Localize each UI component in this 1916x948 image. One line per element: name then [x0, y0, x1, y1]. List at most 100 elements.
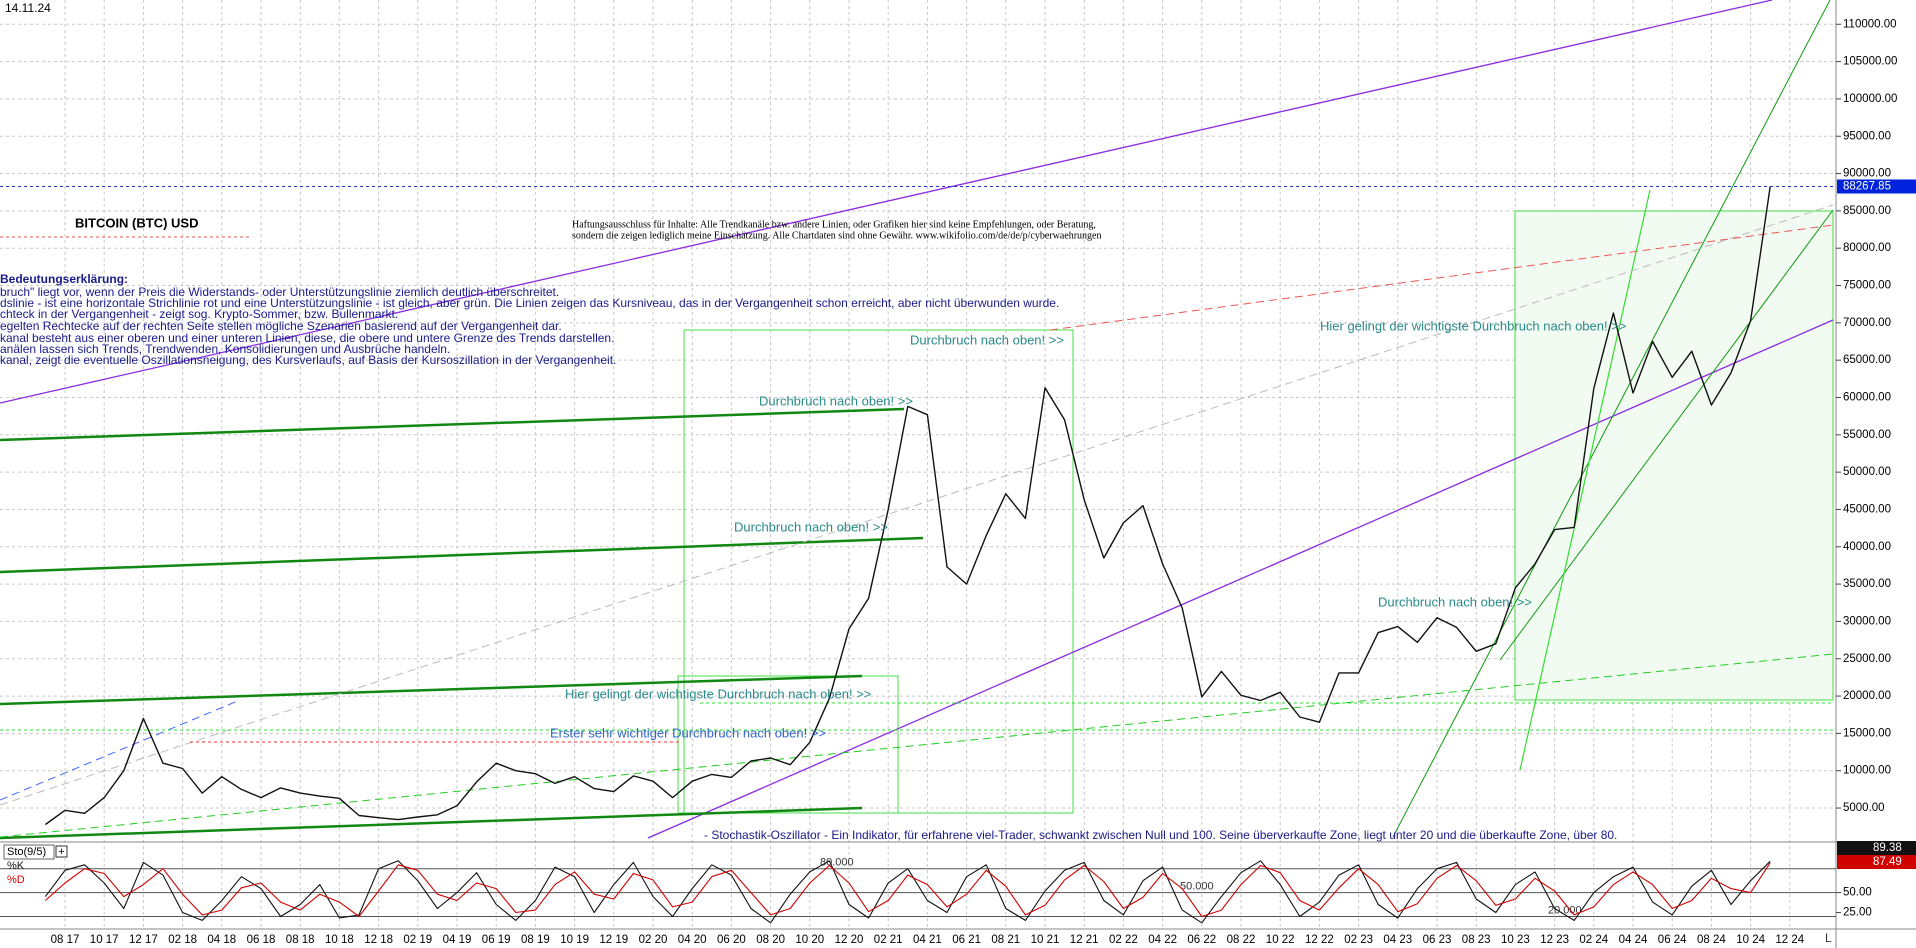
- trend-line: [1392, 0, 1831, 838]
- annotation: bruch" liegt vor, wenn der Preis die Wid…: [0, 285, 559, 299]
- last-value-label: 87.49: [1873, 856, 1902, 868]
- y-tick-label: 10000.00: [1843, 765, 1891, 777]
- trend-line: [647, 319, 1834, 839]
- x-tick-label: 02 22: [1109, 934, 1138, 946]
- annotation: egelten Rechtecke auf der rechten Seite …: [0, 319, 562, 333]
- annotation: kanal besteht aus einer oberen und einer…: [0, 331, 614, 345]
- x-tick-label: 12 18: [364, 934, 393, 946]
- y-tick-label: 60000.00: [1843, 392, 1891, 404]
- add-button[interactable]: [55, 845, 68, 858]
- resistance-line: [1049, 224, 1834, 331]
- y-tick-label: 100000.00: [1843, 93, 1897, 105]
- trend-line: [0, 536, 924, 574]
- x-tick-label: 08 22: [1227, 934, 1256, 946]
- x-tick-label: 06 20: [717, 934, 746, 946]
- y-tick-label: 25.00: [1843, 907, 1872, 919]
- x-tick-label: 12 23: [1540, 934, 1569, 946]
- last-price-box: [1837, 179, 1916, 194]
- y-tick-label: 65000.00: [1843, 354, 1891, 366]
- x-tick-label: 04 21: [913, 934, 942, 946]
- trend-line: [0, 0, 1773, 404]
- x-tick-label: 10 24: [1736, 934, 1765, 946]
- x-tick-label: 02 23: [1344, 934, 1373, 946]
- bull-box: [677, 675, 899, 814]
- x-tick-label: 10 22: [1266, 934, 1295, 946]
- x-tick-label: 08 21: [991, 934, 1020, 946]
- y-tick-label: 50000.00: [1843, 466, 1891, 478]
- last-value-label: 89.38: [1873, 842, 1902, 854]
- y-tick-label: 30000.00: [1843, 615, 1891, 627]
- indicator-box: [3, 844, 55, 860]
- x-tick-label: 02 18: [168, 934, 197, 946]
- scenario-box: [1514, 210, 1834, 701]
- chart-title: BITCOIN (BTC) USD: [75, 215, 199, 230]
- plot: [44, 186, 1771, 826]
- y-tick-label: 55000.00: [1843, 429, 1891, 441]
- x-tick-label: 12 24: [1775, 934, 1804, 946]
- x-tick-label: 08 17: [51, 934, 80, 946]
- legend-label: %D: [7, 874, 25, 886]
- x-tick-label: 04 18: [207, 934, 236, 946]
- y-tick-label: 15000.00: [1843, 727, 1891, 739]
- x-tick-label: 06 24: [1658, 934, 1687, 946]
- x-tick-label: 06 22: [1187, 934, 1216, 946]
- x-tick-label: 08 20: [756, 934, 785, 946]
- x-tick-label: 02 20: [639, 934, 668, 946]
- annotation: Haftungsausschluss für Inhalte: Alle Tre…: [572, 219, 1096, 230]
- price-line: [44, 186, 1771, 826]
- last-value-box: [1837, 841, 1916, 855]
- y-tick-label: 50.00: [1843, 887, 1872, 899]
- y-tick-label: 45000.00: [1843, 503, 1891, 515]
- last-value-box: [1837, 855, 1916, 869]
- x-tick-label: 12 22: [1305, 934, 1334, 946]
- x-tick-label: 10 18: [325, 934, 354, 946]
- level-label: 50.000: [1180, 880, 1214, 892]
- x-tick-label: 10 20: [795, 934, 824, 946]
- x-tick-label: 04 20: [678, 934, 707, 946]
- trend-line: [0, 699, 241, 801]
- y-tick-label: 85000.00: [1843, 205, 1891, 217]
- y-tick-label: 40000.00: [1843, 541, 1891, 553]
- annotation: kanal, zeigt die eventuelle Oszillations…: [0, 353, 616, 367]
- trend-line: [0, 407, 905, 442]
- y-tick-label: 105000.00: [1843, 56, 1897, 68]
- level-label: 80.000: [820, 857, 854, 869]
- x-tick-label: 04 22: [1148, 934, 1177, 946]
- annotation: Hier gelingt der wichtigste Durchbruch n…: [565, 686, 871, 701]
- stochastic-line: [44, 860, 1771, 924]
- last-price-label: 88267.85: [1843, 181, 1891, 193]
- annotation: anälen lassen sich Trends, Trendwenden, …: [0, 342, 450, 356]
- annotation: Durchbruch nach oben! >>: [910, 332, 1064, 347]
- x-tick-label: 10 23: [1501, 934, 1530, 946]
- x-tick-label: 04 19: [443, 934, 472, 946]
- annotation: chteck in der Vergangenheit - zeigt sog.…: [0, 307, 398, 321]
- x-tick-label: 08 23: [1462, 934, 1491, 946]
- trend-line: [0, 204, 1834, 806]
- stochastic-line: [45, 862, 1771, 918]
- x-tick-label: 12 17: [129, 934, 158, 946]
- legend-label: %K: [7, 860, 25, 872]
- y-tick-label: 80000.00: [1843, 242, 1891, 254]
- x-tick-label: 10 19: [560, 934, 589, 946]
- annotation: Durchbruch nach oben! >>: [759, 393, 913, 408]
- x-tick-label: 08 18: [286, 934, 315, 946]
- x-tick-label: 06 23: [1423, 934, 1452, 946]
- x-tick-label: 06 21: [952, 934, 981, 946]
- add-button-icon[interactable]: +: [58, 846, 64, 858]
- y-tick-label: 90000.00: [1843, 168, 1891, 180]
- x-tick-label: 10 17: [90, 934, 119, 946]
- annotation: Bedeutungserklärung:: [0, 272, 128, 286]
- trend-line: [0, 653, 1834, 838]
- trend-line: [0, 674, 863, 706]
- indicator-title: Sto(9/5): [7, 846, 46, 858]
- x-tick-label: 04 23: [1383, 934, 1412, 946]
- x-tick-label: 12 20: [835, 934, 864, 946]
- annotation: Erster sehr wichtiger Durchbruch nach ob…: [550, 725, 826, 740]
- y-tick-label: 5000.00: [1843, 802, 1885, 814]
- x-tick-label: 02 21: [874, 934, 903, 946]
- annotation: Durchbruch nach oben! >>: [1378, 594, 1532, 609]
- y-tick-label: 35000.00: [1843, 578, 1891, 590]
- x-tick-label: 08 24: [1697, 934, 1726, 946]
